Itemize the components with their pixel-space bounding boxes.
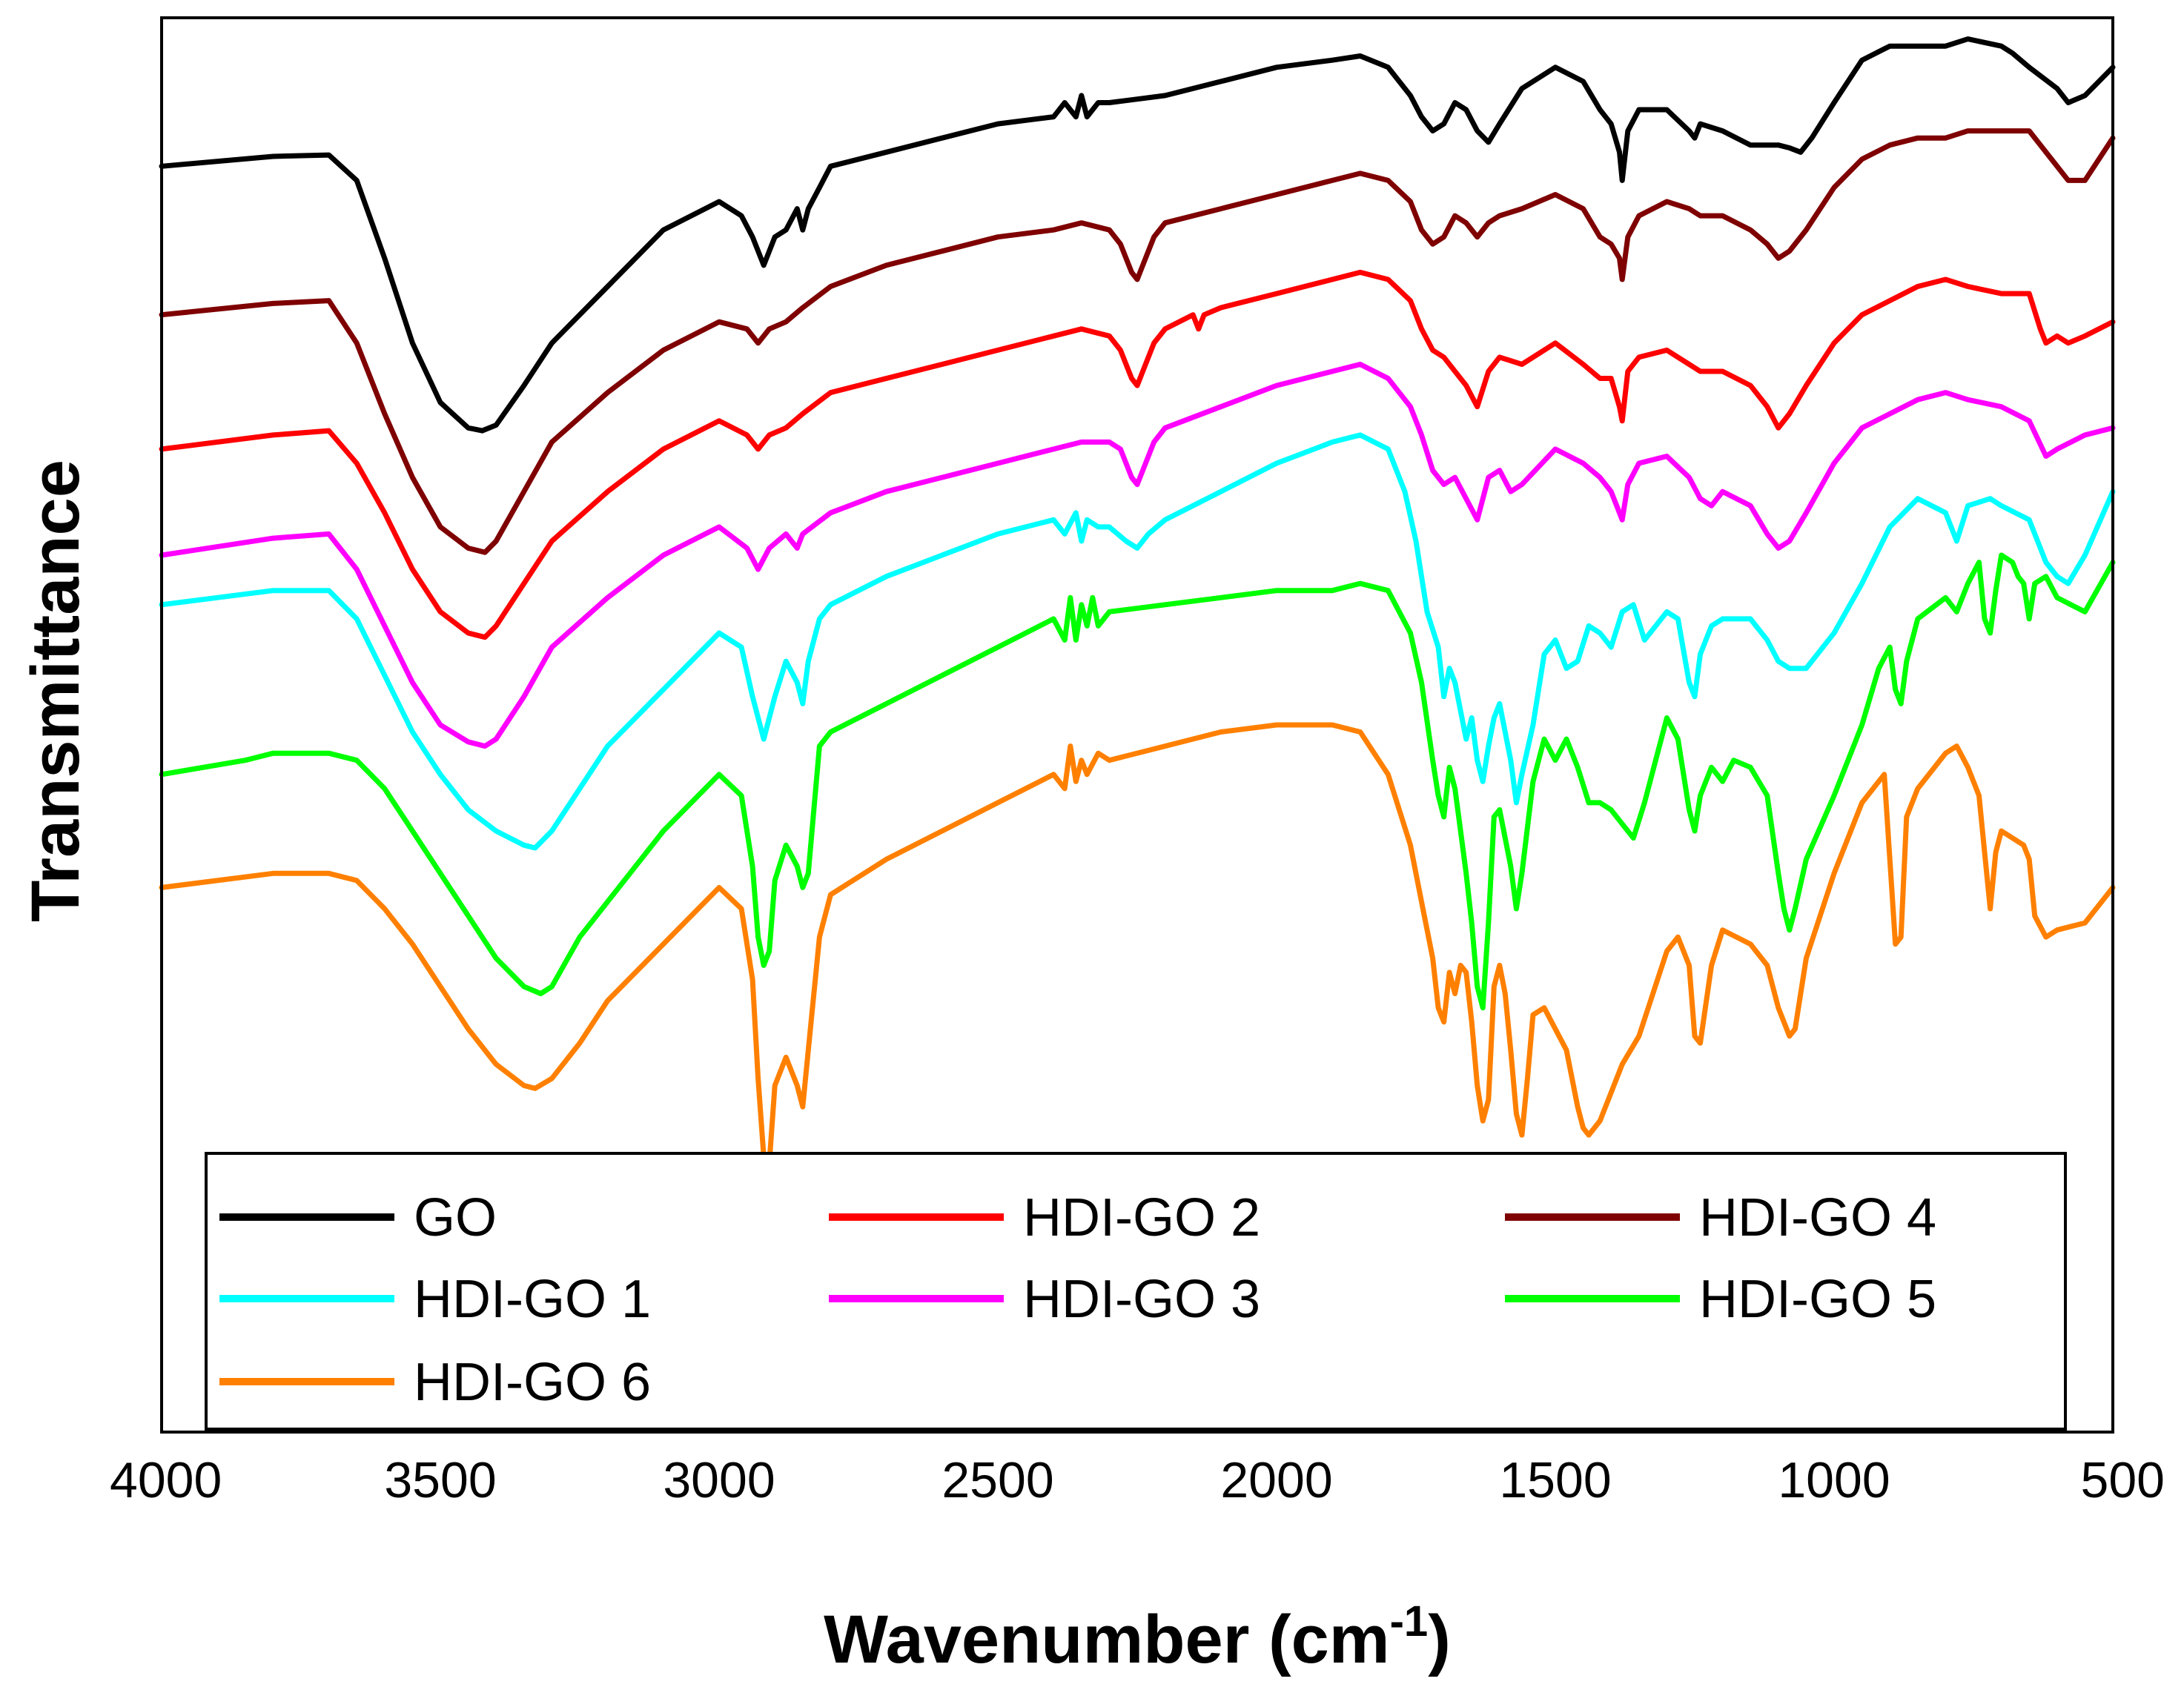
x-axis-title: Wavenumber (cm-1) — [824, 1597, 1451, 1677]
series-line-go — [159, 36, 2116, 434]
legend-label-hdi-go-1: HDI-GO 1 — [414, 1270, 651, 1329]
x-axis-ticks: 4000 3500 3000 2500 2000 1500 1000 500 — [110, 1416, 2165, 1508]
y-axis-title: Transmittance — [18, 460, 93, 922]
x-tick-label: 3500 — [384, 1452, 496, 1508]
x-tick-label: 4000 — [110, 1452, 222, 1508]
series-line-hdi-go-3 — [159, 362, 2116, 749]
legend-label-hdi-go-6: HDI-GO 6 — [414, 1353, 651, 1412]
x-tick-label: 1000 — [1778, 1452, 1890, 1508]
legend-label-hdi-go-5: HDI-GO 5 — [1699, 1270, 1936, 1329]
series-line-hdi-go-1 — [159, 432, 2116, 851]
x-tick-label: 1500 — [1499, 1452, 1611, 1508]
series-line-hdi-go-2 — [159, 269, 2116, 640]
x-axis-title-superscript: -1 — [1390, 1597, 1429, 1646]
legend-box — [205, 1152, 2067, 1431]
legend-label-go: GO — [414, 1188, 497, 1247]
legend-label-hdi-go-4: HDI-GO 4 — [1699, 1188, 1936, 1247]
x-tick-label: 2500 — [942, 1452, 1053, 1508]
legend: GO HDI-GO 2 HDI-GO 4 HDI-GO 1 HDI-GO 3 HDI-GO… — [205, 1152, 2067, 1431]
series-layer — [159, 36, 2116, 1166]
x-tick-label: 2000 — [1220, 1452, 1332, 1508]
x-tick-label: 500 — [2081, 1452, 2165, 1508]
legend-label-hdi-go-2: HDI-GO 2 — [1023, 1188, 1260, 1247]
series-line-hdi-go-5 — [159, 552, 2116, 1011]
series-line-hdi-go-4 — [159, 128, 2116, 555]
x-tick-label: 3000 — [663, 1452, 775, 1508]
legend-label-hdi-go-3: HDI-GO 3 — [1023, 1270, 1260, 1329]
